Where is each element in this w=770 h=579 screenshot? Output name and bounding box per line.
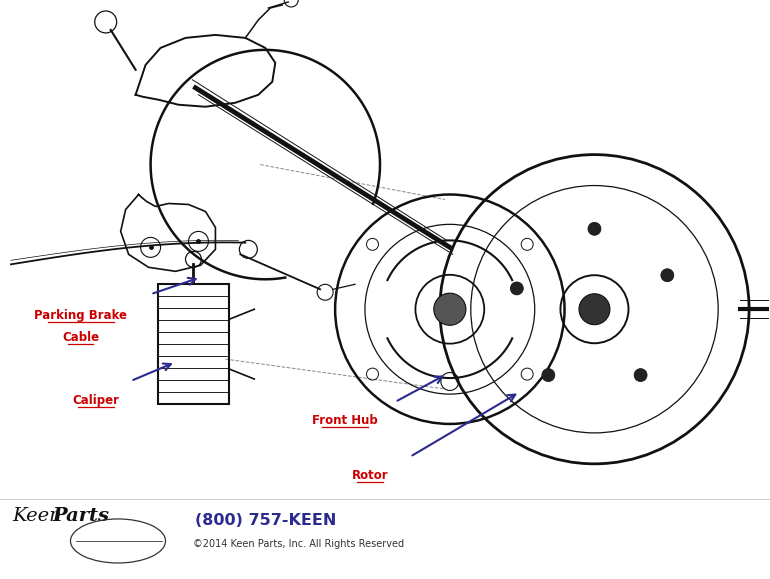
Text: Front Hub: Front Hub (312, 414, 378, 427)
Circle shape (511, 282, 524, 295)
Text: Caliper: Caliper (72, 394, 119, 407)
Text: Cable: Cable (62, 331, 99, 344)
Text: Parts: Parts (52, 507, 109, 525)
Text: Rotor: Rotor (352, 469, 388, 482)
Circle shape (588, 222, 601, 235)
Circle shape (579, 294, 610, 325)
Text: (800) 757-KEEN: (800) 757-KEEN (195, 513, 336, 528)
Text: Parking Brake: Parking Brake (35, 309, 127, 323)
Text: Keen: Keen (12, 507, 62, 525)
Text: ©2014 Keen Parts, Inc. All Rights Reserved: ©2014 Keen Parts, Inc. All Rights Reserv… (193, 539, 404, 549)
Circle shape (434, 293, 466, 325)
Circle shape (661, 269, 674, 282)
Circle shape (634, 369, 647, 382)
Bar (158, 284, 229, 404)
Circle shape (542, 369, 555, 382)
